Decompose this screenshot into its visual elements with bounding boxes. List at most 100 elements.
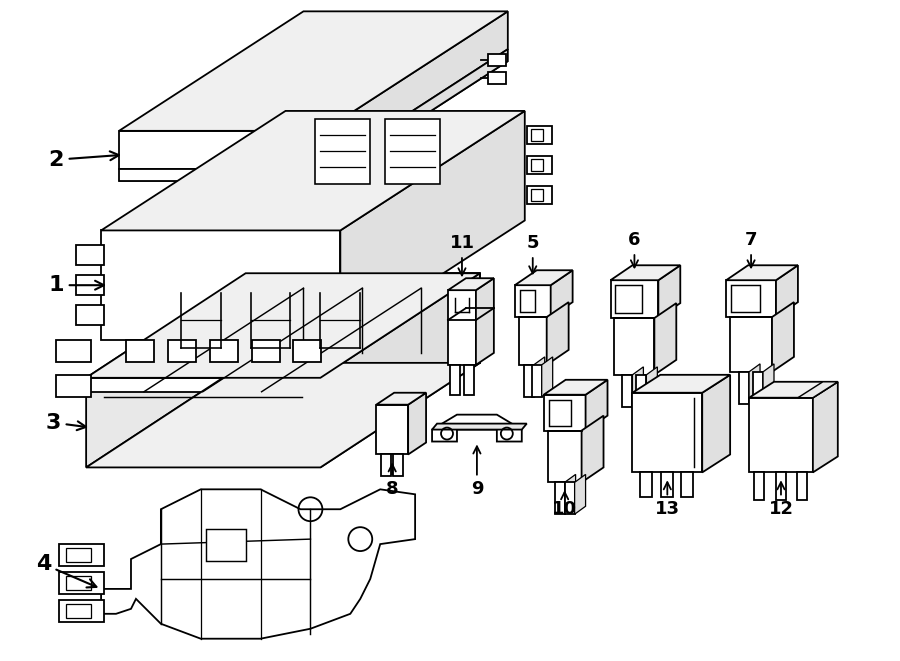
- Polygon shape: [323, 11, 508, 169]
- Bar: [753, 372, 763, 404]
- Text: 6: 6: [628, 231, 641, 268]
- Polygon shape: [586, 380, 608, 430]
- Bar: [206, 529, 246, 561]
- Polygon shape: [448, 290, 476, 365]
- Bar: [56, 340, 91, 362]
- Bar: [754, 473, 764, 500]
- Bar: [623, 375, 633, 407]
- Polygon shape: [726, 265, 798, 280]
- Polygon shape: [119, 131, 323, 169]
- Text: 1: 1: [49, 275, 104, 295]
- Polygon shape: [101, 111, 525, 231]
- Bar: [532, 365, 542, 397]
- Bar: [393, 455, 403, 477]
- Polygon shape: [702, 375, 730, 473]
- Text: 2: 2: [49, 150, 119, 170]
- Bar: [59, 544, 104, 566]
- Polygon shape: [119, 11, 508, 131]
- Bar: [76, 245, 104, 265]
- Bar: [168, 340, 196, 362]
- Polygon shape: [633, 375, 730, 393]
- Text: 11: 11: [449, 235, 474, 276]
- Polygon shape: [726, 280, 776, 317]
- Bar: [524, 365, 534, 397]
- Polygon shape: [798, 382, 838, 398]
- Polygon shape: [633, 367, 643, 407]
- Polygon shape: [534, 357, 544, 397]
- Polygon shape: [749, 382, 838, 398]
- Polygon shape: [633, 393, 702, 473]
- Bar: [526, 156, 552, 174]
- Bar: [450, 365, 460, 395]
- Polygon shape: [544, 395, 586, 430]
- Bar: [739, 372, 749, 404]
- Polygon shape: [646, 367, 657, 407]
- Polygon shape: [564, 475, 576, 514]
- Polygon shape: [101, 489, 415, 639]
- Polygon shape: [448, 278, 494, 290]
- Polygon shape: [119, 61, 508, 180]
- Text: 8: 8: [386, 464, 399, 498]
- Bar: [464, 365, 474, 395]
- Bar: [67, 576, 91, 590]
- Bar: [126, 340, 154, 362]
- Polygon shape: [86, 363, 480, 467]
- Bar: [564, 483, 574, 514]
- Polygon shape: [515, 270, 572, 285]
- Bar: [526, 186, 552, 204]
- Polygon shape: [813, 382, 838, 473]
- Bar: [531, 159, 543, 171]
- Bar: [796, 473, 807, 500]
- Bar: [59, 572, 104, 594]
- Bar: [636, 375, 646, 407]
- Bar: [67, 604, 91, 618]
- Polygon shape: [542, 357, 553, 397]
- Text: 4: 4: [36, 554, 96, 588]
- Polygon shape: [315, 119, 370, 184]
- Polygon shape: [610, 265, 680, 280]
- Polygon shape: [119, 169, 323, 180]
- Bar: [520, 290, 535, 312]
- Polygon shape: [320, 273, 480, 467]
- Polygon shape: [323, 49, 508, 180]
- Bar: [59, 600, 104, 622]
- Polygon shape: [86, 378, 320, 392]
- Bar: [531, 188, 543, 200]
- Polygon shape: [551, 270, 572, 317]
- Polygon shape: [515, 285, 551, 317]
- Polygon shape: [101, 231, 340, 340]
- Bar: [681, 473, 693, 497]
- Bar: [67, 548, 91, 562]
- Polygon shape: [246, 273, 480, 363]
- Bar: [56, 375, 91, 397]
- Bar: [531, 129, 543, 141]
- Polygon shape: [776, 265, 798, 317]
- Polygon shape: [749, 398, 813, 473]
- Bar: [488, 54, 506, 66]
- Bar: [382, 455, 392, 477]
- Bar: [549, 400, 571, 426]
- Bar: [488, 72, 506, 84]
- Polygon shape: [581, 416, 604, 483]
- Bar: [641, 473, 652, 497]
- Polygon shape: [772, 302, 794, 372]
- Bar: [554, 483, 564, 514]
- Bar: [526, 126, 552, 144]
- Text: 7: 7: [745, 231, 757, 268]
- Polygon shape: [615, 318, 654, 375]
- Polygon shape: [376, 405, 408, 455]
- Polygon shape: [763, 364, 774, 404]
- Bar: [210, 340, 238, 362]
- Bar: [76, 275, 104, 295]
- Bar: [731, 285, 760, 312]
- Polygon shape: [610, 280, 659, 318]
- Polygon shape: [574, 475, 586, 514]
- Polygon shape: [408, 393, 426, 455]
- Bar: [76, 305, 104, 325]
- Polygon shape: [544, 380, 608, 395]
- Polygon shape: [476, 278, 494, 365]
- Text: 12: 12: [769, 482, 794, 518]
- Bar: [616, 285, 643, 313]
- Text: 13: 13: [655, 482, 680, 518]
- Polygon shape: [432, 414, 522, 442]
